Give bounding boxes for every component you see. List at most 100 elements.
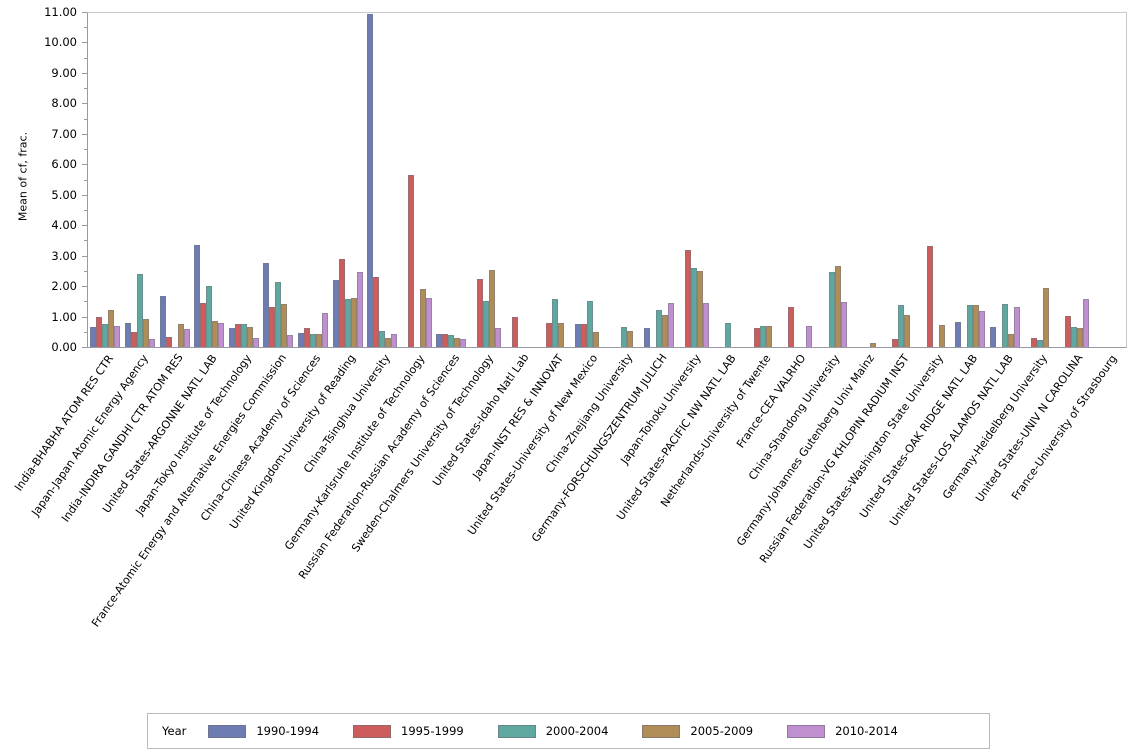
- bar: [592, 331, 599, 347]
- legend-entries: 1990-1994 1995-1999 2000-2004 2005-2009 2010…: [208, 724, 931, 738]
- y-tick-mark: [84, 240, 87, 242]
- bar: [926, 246, 933, 347]
- bar-group: [124, 12, 155, 347]
- bar-group: [297, 12, 328, 347]
- bar-group: [159, 12, 190, 347]
- bar: [1077, 327, 1084, 347]
- bar: [476, 278, 483, 347]
- bar: [425, 298, 432, 347]
- y-tick-mark: [82, 255, 87, 257]
- bar: [574, 324, 581, 347]
- legend-label: 2010-2014: [835, 724, 898, 738]
- bar: [114, 325, 121, 347]
- legend-swatch: [787, 724, 826, 738]
- legend-entry[interactable]: 2005-2009: [642, 724, 753, 738]
- bar-group: [886, 12, 916, 347]
- bar-group: [367, 12, 398, 347]
- bar: [206, 286, 213, 347]
- y-tick-mark: [84, 149, 87, 151]
- legend-entry[interactable]: 2010-2014: [787, 724, 898, 738]
- y-tick-label: 6.00: [51, 157, 77, 172]
- bar: [967, 304, 974, 347]
- x-tick-label: Russian Federation-Russian Academy of Sc…: [295, 351, 463, 582]
- y-tick-mark: [84, 301, 87, 303]
- plot-area: [87, 12, 1127, 348]
- bar-group: [228, 12, 259, 347]
- y-tick-mark: [84, 209, 87, 211]
- bar: [297, 333, 304, 347]
- legend-entry[interactable]: 2000-2004: [497, 724, 609, 738]
- bar-group: [90, 12, 121, 347]
- bar: [228, 328, 235, 347]
- bar-group: [609, 12, 639, 347]
- y-tick-mark: [82, 286, 87, 288]
- y-tick-label: 9.00: [51, 65, 77, 80]
- y-tick-mark: [82, 72, 87, 74]
- bar-group: [436, 12, 467, 347]
- bar: [690, 267, 697, 347]
- bar: [419, 288, 426, 347]
- bar: [684, 249, 691, 347]
- bar: [753, 328, 760, 347]
- bar: [102, 324, 109, 347]
- bar: [275, 282, 282, 347]
- legend-entry[interactable]: 1995-1999: [353, 724, 464, 738]
- bar: [130, 332, 137, 347]
- bar: [973, 305, 980, 347]
- y-tick-mark: [84, 179, 87, 181]
- legend-entry[interactable]: 1990-1994: [208, 724, 319, 738]
- bar-group: [955, 12, 986, 347]
- bar: [177, 323, 184, 347]
- y-tick-mark: [82, 194, 87, 196]
- bar: [494, 327, 501, 347]
- bar: [621, 327, 628, 347]
- bar: [759, 325, 766, 347]
- bar: [442, 333, 449, 347]
- y-tick-label: 11.00: [44, 5, 77, 19]
- bar: [96, 316, 103, 347]
- bar-group: [921, 12, 951, 347]
- y-tick-mark: [82, 316, 87, 318]
- bar: [344, 298, 351, 347]
- bar-group: [817, 12, 847, 347]
- y-tick-mark: [82, 103, 87, 105]
- bar: [385, 337, 392, 347]
- bar: [460, 339, 467, 347]
- bar: [979, 311, 986, 347]
- bar: [321, 312, 328, 347]
- legend: Year 1990-1994 1995-1999 2000-2004 2005-200…: [147, 713, 990, 749]
- bar-group: [643, 12, 674, 347]
- bar: [391, 333, 398, 347]
- bar: [309, 334, 316, 347]
- bar: [1042, 288, 1049, 347]
- bar: [246, 326, 253, 347]
- x-tick-label: United States-University of New Mexico: [465, 351, 601, 538]
- bar: [661, 315, 668, 347]
- legend-label: 2000-2004: [545, 724, 609, 738]
- y-tick-label: 7.00: [51, 126, 77, 141]
- y-tick-mark: [82, 347, 87, 348]
- bar: [407, 174, 414, 347]
- bar-group: [574, 12, 605, 347]
- y-tick-mark: [82, 225, 87, 227]
- bar: [287, 335, 294, 347]
- bar: [350, 297, 357, 347]
- legend-title: Year: [162, 724, 187, 738]
- bar: [1030, 337, 1037, 347]
- bar: [898, 304, 905, 347]
- y-tick-mark: [82, 42, 87, 44]
- bar-group: [540, 12, 570, 347]
- bar: [511, 316, 518, 347]
- bar: [558, 322, 565, 347]
- bar: [655, 309, 662, 347]
- bar: [1065, 315, 1072, 347]
- bar: [218, 323, 225, 347]
- bar: [955, 322, 962, 347]
- bar: [788, 306, 795, 347]
- bar: [252, 337, 259, 347]
- bar-group: [713, 12, 743, 347]
- bar: [989, 327, 996, 347]
- bar: [488, 270, 495, 347]
- bar: [367, 13, 374, 347]
